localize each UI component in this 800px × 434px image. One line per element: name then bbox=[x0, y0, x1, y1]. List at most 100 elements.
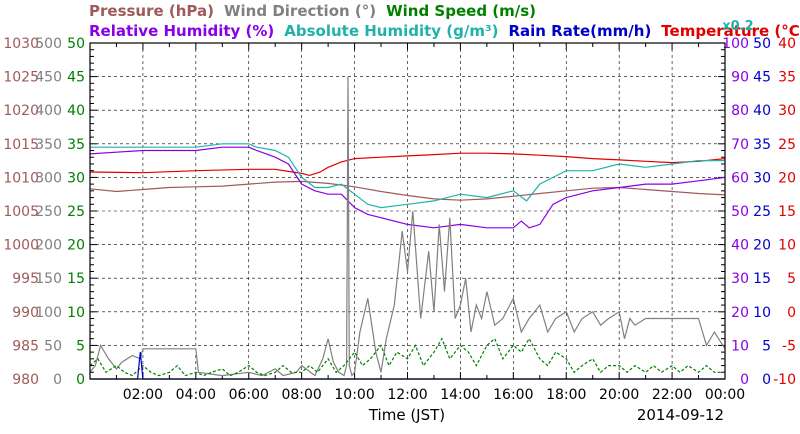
y-tick-label-wind-direction: 200 bbox=[35, 238, 62, 254]
y-tick-label-temperature: 30 bbox=[778, 103, 796, 119]
series-line-wind-direction bbox=[89, 76, 726, 377]
y-tick-label-temperature: 10 bbox=[778, 238, 796, 254]
axes: 9809859909951000100510101015102010251030… bbox=[3, 36, 796, 388]
x-tick-label: 14:00 bbox=[440, 387, 480, 403]
y-tick-label-wind-speed: 40 bbox=[67, 103, 85, 119]
y-tick-label-rain-rate: 20 bbox=[753, 238, 771, 254]
y-tick-label-pressure: 990 bbox=[12, 305, 39, 321]
y-tick-label-wind-direction: 450 bbox=[35, 70, 62, 86]
y-tick-label-wind-direction: 50 bbox=[44, 338, 62, 354]
y-tick-label-wind-direction: 350 bbox=[35, 137, 62, 153]
y-tick-label-wind-speed: 25 bbox=[67, 204, 85, 220]
y-tick-label-rain-rate: 40 bbox=[753, 103, 771, 119]
legend-entry: Pressure (hPa) bbox=[89, 2, 214, 20]
y-tick-label-humidity: 60 bbox=[731, 170, 749, 186]
y-tick-label-temperature: 0 bbox=[787, 305, 796, 321]
series-line-wind-speed bbox=[89, 337, 725, 377]
y-tick-label-rain-rate: 5 bbox=[762, 338, 771, 354]
scale-note: x0.2 bbox=[722, 19, 753, 34]
y-tick-label-wind-direction: 250 bbox=[35, 204, 62, 220]
y-tick-label-rain-rate: 15 bbox=[753, 271, 771, 287]
y-tick-label-wind-speed: 15 bbox=[67, 271, 85, 287]
y-tick-label-temperature: -10 bbox=[773, 372, 796, 388]
y-tick-label-pressure: 1025 bbox=[3, 70, 39, 86]
y-tick-label-temperature: 20 bbox=[778, 170, 796, 186]
x-tick-label: 04:00 bbox=[176, 387, 216, 403]
y-tick-label-pressure: 1020 bbox=[3, 103, 39, 119]
y-tick-label-pressure: 985 bbox=[12, 338, 39, 354]
y-tick-label-wind-speed: 20 bbox=[67, 238, 85, 254]
legend-entry: Absolute Humidity (g/m³) bbox=[284, 22, 498, 40]
y-tick-label-pressure: 1015 bbox=[3, 137, 39, 153]
y-tick-label-pressure: 1000 bbox=[3, 238, 39, 254]
y-tick-label-rain-rate: 30 bbox=[753, 170, 771, 186]
y-tick-label-wind-speed: 5 bbox=[76, 338, 85, 354]
x-tick-label: 02:00 bbox=[123, 387, 163, 403]
legend-entry: Rain Rate(mm/h) bbox=[508, 22, 651, 40]
legend: Pressure (hPa) Wind Direction (°) Wind Spe… bbox=[89, 2, 800, 40]
x-tick-label: 20:00 bbox=[599, 387, 639, 403]
y-tick-label-wind-direction: 150 bbox=[35, 271, 62, 287]
x-tick-label: 00:00 bbox=[705, 387, 745, 403]
y-tick-label-wind-direction: 100 bbox=[35, 305, 62, 321]
y-tick-label-rain-rate: 25 bbox=[753, 204, 771, 220]
x-tick-label: 10:00 bbox=[334, 387, 374, 403]
y-tick-label-humidity: 10 bbox=[731, 338, 749, 354]
y-tick-label-temperature: 40 bbox=[778, 36, 796, 52]
y-tick-label-pressure: 995 bbox=[12, 271, 39, 287]
y-tick-label-rain-rate: 0 bbox=[762, 372, 771, 388]
y-tick-label-wind-direction: 500 bbox=[35, 36, 62, 52]
date-label: 2014-09-12 bbox=[637, 406, 724, 424]
y-tick-label-humidity: 20 bbox=[731, 305, 749, 321]
y-tick-label-temperature: 25 bbox=[778, 137, 796, 153]
x-tick-label: 22:00 bbox=[652, 387, 692, 403]
y-tick-label-humidity: 30 bbox=[731, 271, 749, 287]
x-tick-label: 18:00 bbox=[546, 387, 586, 403]
y-tick-label-humidity: 70 bbox=[731, 137, 749, 153]
legend-entry: Wind Direction (°) bbox=[224, 2, 376, 20]
y-tick-label-wind-speed: 45 bbox=[67, 70, 85, 86]
legend-row-2: Relative Humidity (%) Absolute Humidity (… bbox=[89, 22, 800, 40]
grid: 02:00 04:00 06:00 08:00 10:00 12:00 14:00 16:00… bbox=[90, 42, 745, 403]
y-tick-label-pressure: 1005 bbox=[3, 204, 39, 220]
y-tick-label-wind-speed: 50 bbox=[67, 36, 85, 52]
series-line-humidity bbox=[90, 143, 725, 209]
y-tick-label-wind-speed: 10 bbox=[67, 305, 85, 321]
y-tick-label-temperature: -5 bbox=[782, 338, 796, 354]
x-tick-label: 08:00 bbox=[281, 387, 321, 403]
legend-row-1: Pressure (hPa) Wind Direction (°) Wind Spe… bbox=[89, 2, 536, 20]
y-tick-label-humidity: 0 bbox=[740, 372, 749, 388]
x-tick-label: 06:00 bbox=[229, 387, 269, 403]
series-line-pressure bbox=[89, 180, 726, 201]
y-tick-label-rain-rate: 50 bbox=[753, 36, 771, 52]
y-tick-label-rain-rate: 35 bbox=[753, 137, 771, 153]
y-tick-label-wind-direction: 300 bbox=[35, 170, 62, 186]
x-tick-label: 16:00 bbox=[493, 387, 533, 403]
y-tick-label-pressure: 1010 bbox=[3, 170, 39, 186]
y-tick-label-rain-rate: 10 bbox=[753, 305, 771, 321]
plot-frame bbox=[89, 42, 726, 380]
y-tick-label-humidity: 90 bbox=[731, 70, 749, 86]
y-tick-label-pressure: 1030 bbox=[3, 36, 39, 52]
y-tick-label-wind-speed: 30 bbox=[67, 170, 85, 186]
y-tick-label-rain-rate: 45 bbox=[753, 70, 771, 86]
y-tick-label-humidity: 100 bbox=[722, 36, 749, 52]
y-tick-label-pressure: 980 bbox=[12, 372, 39, 388]
y-tick-label-humidity: 50 bbox=[731, 204, 749, 220]
legend-entry: Temperature (°C) bbox=[661, 22, 800, 40]
series-line-humidity bbox=[89, 146, 726, 229]
legend-entry: Relative Humidity (%) bbox=[89, 22, 274, 40]
y-tick-label-humidity: 80 bbox=[731, 103, 749, 119]
y-tick-label-wind-direction: 0 bbox=[53, 372, 62, 388]
legend-entry: Wind Speed (m/s) bbox=[386, 2, 536, 20]
y-tick-label-humidity: 40 bbox=[731, 238, 749, 254]
y-tick-label-wind-direction: 400 bbox=[35, 103, 62, 119]
y-tick-label-temperature: 35 bbox=[778, 70, 796, 86]
y-tick-label-temperature: 5 bbox=[787, 271, 796, 287]
series-line-temperature bbox=[89, 152, 726, 177]
y-tick-label-temperature: 15 bbox=[778, 204, 796, 220]
x-axis-label: Time (JST) bbox=[368, 406, 445, 424]
x-tick-label: 12:00 bbox=[387, 387, 427, 403]
y-tick-label-wind-speed: 35 bbox=[67, 137, 85, 153]
